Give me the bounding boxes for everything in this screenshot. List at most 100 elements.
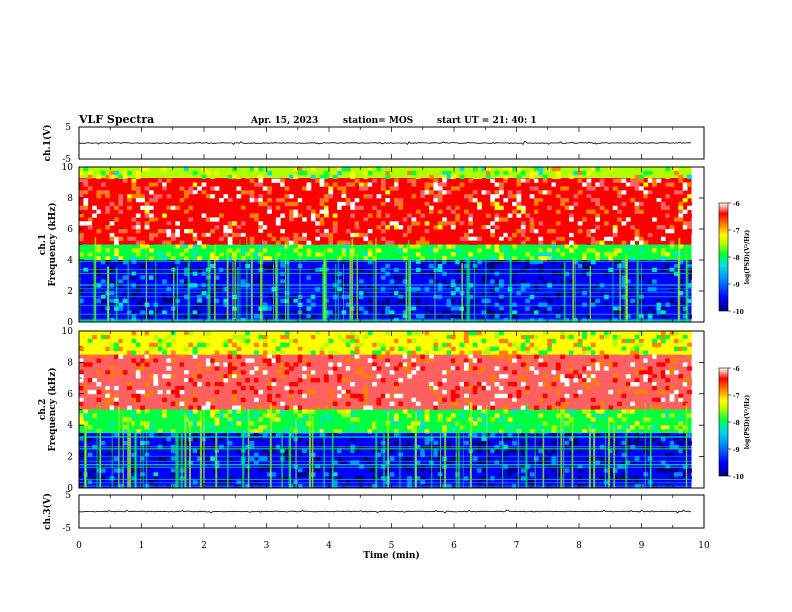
spectrogram-cell (590, 358, 596, 363)
spectrogram-cell (621, 201, 627, 207)
spectrogram-cell (599, 456, 605, 461)
spectrogram-cell (79, 205, 84, 211)
spectrogram-cell (376, 374, 382, 379)
spectrogram-cell (582, 275, 587, 280)
spectrogram-cell (109, 366, 115, 371)
spectrogram-cell (135, 291, 141, 296)
spectrogram-cell (332, 275, 338, 280)
colorbar-tick-label: -9 (733, 447, 740, 454)
spectrogram-cell (240, 385, 246, 391)
spectrogram-cell (109, 291, 115, 296)
spectrogram-cell (127, 194, 132, 199)
spectrogram-cell (122, 174, 128, 180)
spectrogram-cell (516, 417, 522, 422)
spectrogram-cell (385, 213, 391, 218)
spectrogram-cell (302, 417, 307, 422)
spectrogram-cell (442, 178, 447, 183)
spectrogram-cell (280, 350, 286, 355)
spectrogram-cell (682, 382, 688, 387)
spectrogram-cell (289, 456, 294, 461)
spectrogram-cell (512, 397, 517, 403)
spectrogram-cell (92, 346, 97, 352)
broadband-burst (145, 244, 148, 322)
spectrogram-cell (140, 370, 146, 375)
spectrogram-cell (197, 405, 202, 410)
spectrogram-cell (92, 378, 97, 383)
spectrogram-cell (643, 342, 649, 348)
spectrogram-cell (477, 209, 482, 214)
spectrogram-cell (245, 338, 251, 344)
spectrogram-cell (284, 236, 290, 242)
spectrogram-cell (499, 440, 504, 446)
spectrogram-cell (284, 480, 290, 485)
spectrogram-cell (149, 346, 154, 352)
spectrogram-cell (219, 178, 224, 183)
spectrogram-cell (96, 244, 102, 249)
spectrogram-cell (612, 334, 618, 340)
spectrogram-cell (660, 248, 666, 253)
spectrogram-cell (398, 201, 404, 207)
spectrogram-cell (240, 248, 246, 253)
spectrogram-cell (223, 225, 229, 230)
spectrogram-cell (149, 240, 154, 245)
spectrogram-cell (595, 314, 601, 319)
spectrogram-cell (639, 342, 644, 348)
spectrogram-cell (197, 302, 202, 307)
spectrogram-cell (380, 354, 386, 359)
spectrogram-cell (149, 213, 154, 218)
spectrogram-cell (363, 263, 369, 269)
spectrogram-cell (109, 397, 115, 403)
spectrogram-cell (534, 167, 539, 172)
spectrogram-cell (481, 279, 487, 284)
spectrogram-cell (490, 287, 496, 292)
spectrogram-cell (166, 205, 172, 211)
spectrogram-cell (450, 366, 456, 371)
spectrogram-cell (551, 279, 557, 284)
spectrogram-cell (538, 178, 544, 183)
broadband-burst (275, 253, 277, 322)
spectrogram-cell (446, 302, 452, 307)
spectrogram-cell (590, 409, 596, 414)
spectrogram-cell (328, 468, 334, 473)
spectrogram-cell (472, 417, 478, 422)
spectrogram-cell (372, 362, 377, 367)
broadband-burst (605, 429, 606, 488)
y-tick-label: 2 (67, 287, 73, 297)
spectrogram-cell (507, 464, 513, 469)
spectrogram-cell (332, 433, 338, 438)
spectrogram-cell (450, 279, 456, 284)
spectrogram-cell (350, 366, 356, 371)
spectrogram-cell (192, 350, 198, 355)
spectrogram-cell (140, 194, 146, 199)
spectrogram-cell (520, 362, 526, 367)
spectrogram-cell (232, 374, 237, 379)
spectrogram-cell (240, 338, 246, 344)
spectrogram-cell (157, 389, 163, 395)
spectrogram-cell (149, 425, 154, 430)
spectrogram-cell (407, 370, 412, 375)
spectrogram-cell (538, 186, 544, 191)
spectrogram-cell (105, 248, 111, 253)
spectrogram-cell (538, 440, 544, 446)
spectrogram-cell (464, 263, 469, 269)
spectrogram-cell (170, 433, 176, 438)
spectrogram-cell (341, 194, 347, 199)
spectrogram-cell (660, 460, 666, 465)
spectrogram-cell (271, 448, 277, 454)
spectrogram-cell (564, 186, 570, 191)
spectrogram-cell (236, 346, 242, 352)
spectrogram-cell (687, 331, 692, 336)
spectrogram-cell (122, 417, 128, 422)
spectrogram-cell (122, 436, 128, 442)
spectrogram-cell (573, 178, 579, 183)
spectrogram-cell (577, 358, 583, 363)
spectrogram-cell (109, 346, 115, 352)
spectrogram-cell (459, 225, 465, 230)
spectrogram-cell (306, 389, 312, 395)
colorbar-tick-label: -8 (733, 255, 740, 262)
spectrogram-cell (367, 194, 373, 199)
spectrogram-cell (315, 252, 321, 257)
spectrogram-cell (275, 460, 281, 465)
spectrogram-cell (590, 331, 596, 336)
spectrogram-cell (205, 472, 211, 477)
